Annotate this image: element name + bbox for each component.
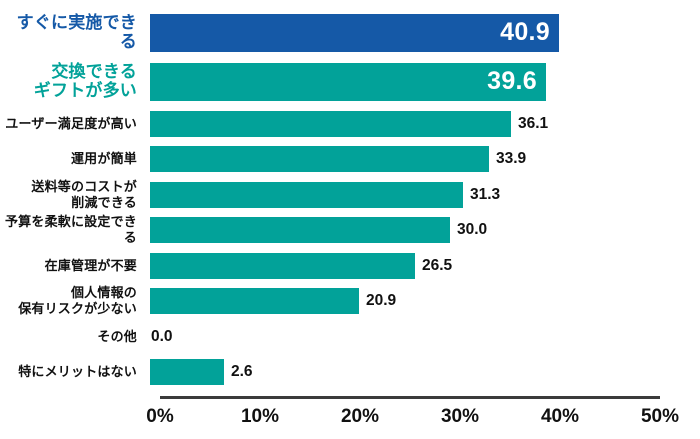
bar xyxy=(150,252,415,279)
x-tick-label: 0% xyxy=(146,406,174,427)
category-label: すぐに実施できる xyxy=(0,13,150,51)
category-label-line: 交換できる xyxy=(51,62,137,81)
category-label: 個人情報の 保有リスクが少ない xyxy=(0,285,150,317)
value-label: 36.1 xyxy=(518,114,549,132)
chart-row: 在庫管理が不要 26.5 xyxy=(0,248,700,284)
category-label: 運用が簡単 xyxy=(0,151,150,167)
x-axis-ticks: 0% 10% 20% 30% 40% 50% xyxy=(146,399,679,431)
category-label-line: その他 xyxy=(97,328,137,344)
category-label: 送料等のコストが 削減できる xyxy=(0,179,150,211)
category-label: その他 xyxy=(0,329,150,345)
bar: 40.9 xyxy=(150,13,559,52)
bar xyxy=(150,181,463,208)
category-label: 特にメリットはない xyxy=(0,364,150,380)
category-label-line: ギフトが多い xyxy=(33,80,137,100)
chart-row: 予算を柔軟に設定できる 30.0 xyxy=(0,213,700,249)
bar-track: 31.3 xyxy=(150,177,700,213)
bar-track: 2.6 xyxy=(150,355,700,391)
bar-track: 20.9 xyxy=(150,284,700,320)
chart-row: すぐに実施できる 40.9 xyxy=(0,8,700,57)
value-label: 40.9 xyxy=(500,18,550,46)
value-label: 26.5 xyxy=(422,256,453,274)
value-label: 39.6 xyxy=(487,67,537,95)
value-label: 30.0 xyxy=(457,221,488,239)
bar xyxy=(150,146,489,173)
x-tick-label: 10% xyxy=(240,406,280,427)
bar-track: 26.5 xyxy=(150,248,700,284)
chart-row: ユーザー満足度が高い 36.1 xyxy=(0,106,700,142)
bar-track: 33.9 xyxy=(150,142,700,178)
bar xyxy=(150,359,224,386)
category-label-line: すぐに実施できる xyxy=(16,13,137,51)
category-label-line: 個人情報の xyxy=(70,285,137,301)
bar xyxy=(150,217,450,244)
bar-track: 36.1 xyxy=(150,106,700,142)
category-label-line: 削減できる xyxy=(71,194,137,210)
bar-track: 40.9 xyxy=(150,8,700,57)
bar-rows: すぐに実施できる 40.9 交換できる ギフトが多い 39.6 ユーザー満足度が高い 36.… xyxy=(0,8,700,390)
category-label-line: 在庫管理が不要 xyxy=(44,257,137,273)
value-label: 0.0 xyxy=(151,327,173,345)
bar: 39.6 xyxy=(150,62,546,101)
category-label: 交換できる ギフトが多い xyxy=(0,62,150,100)
value-label: 20.9 xyxy=(366,292,397,310)
x-tick-label: 30% xyxy=(440,406,480,427)
chart-row: 運用が簡単 33.9 xyxy=(0,142,700,178)
bar xyxy=(150,110,511,137)
category-label-line: 保有リスクが少ない xyxy=(18,301,137,317)
chart-row: 送料等のコストが 削減できる 31.3 xyxy=(0,177,700,213)
category-label-line: 送料等のコストが xyxy=(31,178,137,194)
category-label: 予算を柔軟に設定できる xyxy=(0,214,150,246)
x-tick-label: 50% xyxy=(640,406,680,427)
chart-row: 個人情報の 保有リスクが少ない 20.9 xyxy=(0,284,700,320)
x-tick-label: 20% xyxy=(340,406,380,427)
category-label-line: ユーザー満足度が高い xyxy=(5,115,137,131)
x-tick-label: 40% xyxy=(540,406,580,427)
bar-track: 30.0 xyxy=(150,213,700,249)
value-label: 31.3 xyxy=(470,185,501,203)
x-axis: 0% 10% 20% 30% 40% 50% xyxy=(146,396,679,431)
chart-row: 交換できる ギフトが多い 39.6 xyxy=(0,57,700,106)
category-label: 在庫管理が不要 xyxy=(0,258,150,274)
bar-track: 39.6 xyxy=(150,57,700,106)
bar xyxy=(150,288,359,315)
category-label-line: 運用が簡単 xyxy=(70,151,137,167)
category-label: ユーザー満足度が高い xyxy=(0,116,150,132)
value-label: 33.9 xyxy=(496,150,527,168)
bar-track: 0.0 xyxy=(150,319,700,355)
chart-row: 特にメリットはない 2.6 xyxy=(0,355,700,391)
chart-row: その他 0.0 xyxy=(0,319,700,355)
category-label-line: 予算を柔軟に設定できる xyxy=(4,214,137,246)
value-label: 2.6 xyxy=(231,363,253,381)
category-label-line: 特にメリットはない xyxy=(18,364,137,380)
